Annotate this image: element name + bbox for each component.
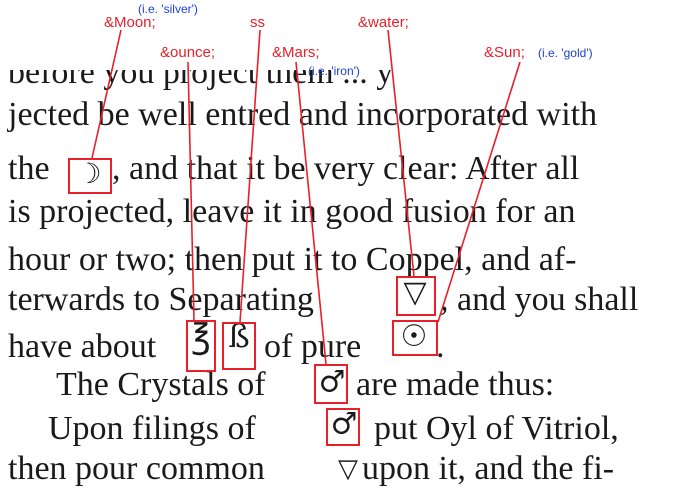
text-fragment: The Crystals of [56,366,266,403]
leader-line [239,29,261,323]
ounce-annotation-label: &ounce; [160,44,216,61]
text-fragment: , and you shall [440,281,639,318]
text-fragment: upon it, and the fi- [362,450,615,487]
water-symbol-icon: ▽ [403,275,427,310]
ss-annotation-label: ss [250,14,265,31]
text-fragment: . [436,328,445,365]
text-fragment: is projected, leave it in good fusion fo… [8,193,576,230]
mars-symbol-icon: ♂ [318,365,346,400]
moon-highlight-box [68,158,112,194]
text-fragment: have about [8,328,157,365]
leader-line [187,61,195,321]
text-fragment: then pour common [8,450,265,487]
ss-symbol-icon: ß [228,317,250,355]
moon-symbol-icon: ☽ [76,157,102,190]
moon-note-label: (i.e. 'silver') [138,2,198,16]
text-fragment: the [8,150,50,187]
moon-annotation-label: &Moon; [104,14,156,31]
ss-highlight-box [222,322,256,370]
text-fragment: hour or two; then put it to Coppel, and … [8,241,577,278]
sun-note-label: (i.e. 'gold') [538,46,593,60]
leader-line [387,29,415,277]
text-fragment: Upon filings of [48,410,256,447]
water-annotation-label: &water; [358,14,409,31]
mars-highlight-box [314,364,348,404]
text-fragment: terwards to Separating [8,281,314,318]
leader-line [295,61,327,365]
sun-annotation-label: &Sun; [484,44,525,61]
text-fragment: are made thus: [356,366,555,403]
mars-highlight-box [326,408,360,446]
sun-symbol-icon: ☉ [400,319,428,354]
text-fragment: put Oyl of Vitriol, [374,410,619,447]
leader-line [437,61,521,323]
mars-note-label: (i.e. 'iron') [308,64,360,78]
water-highlight-box [396,276,436,316]
mars-symbol-icon: ♂ [330,407,358,442]
ounce-symbol-icon: ℥ [191,317,211,357]
sun-highlight-box [392,320,438,356]
text-fragment: of pure [264,328,362,365]
ounce-highlight-box [186,320,216,372]
mars-annotation-label: &Mars; [272,44,320,61]
leader-line [91,29,122,159]
water-symbol-icon: ▽ [338,454,358,484]
